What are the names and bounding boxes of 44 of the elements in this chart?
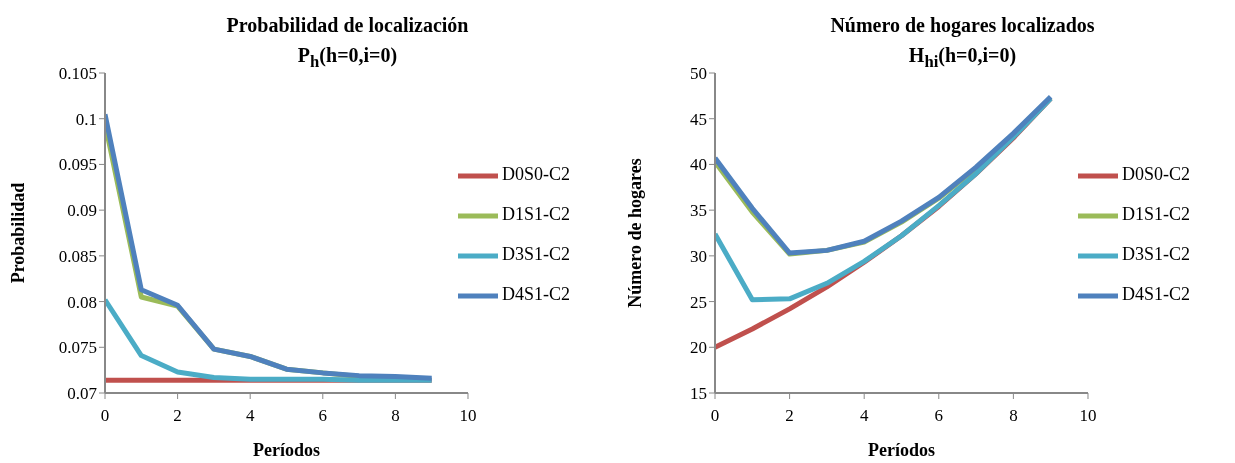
y-tick-label: 0.09 [67,201,97,221]
x-tick-label: 8 [391,406,400,426]
legend-label: D1S1-C2 [1121,203,1190,224]
y-tick-label: 0.08 [67,292,97,312]
x-tick-label: 10 [459,406,477,426]
legend-label: D3S1-C2 [501,243,570,264]
x-tick-label: 4 [245,406,255,426]
x-tick-label: 10 [1079,406,1097,426]
y-tick-label: 0.095 [58,155,97,175]
y-tick-label: 25 [690,292,707,312]
chart-subtitle: P$_{h}$(h=0,i=0) [296,43,399,73]
x-tick-label: 2 [785,406,794,426]
legend-label: D4S1-C2 [501,283,570,304]
y-tick-label: 0.1 [75,109,97,129]
x-tick-label: 2 [173,406,182,426]
y-tick-label: 0.075 [58,338,97,358]
chart-title: Probabilidad de localización [225,13,470,38]
y-tick-label: 30 [690,246,707,266]
y-tick-label: 40 [690,155,707,175]
x-tick-label: 6 [318,406,328,426]
legend-label: D3S1-C2 [1121,243,1190,264]
x-axis-title: Períodos [867,440,935,460]
y-tick-label: 45 [690,109,707,129]
legend-label: D0S0-C2 [501,163,570,184]
legend-label: D0S0-C2 [1121,163,1190,184]
x-tick-label: 6 [934,406,944,426]
y-tick-label: 35 [690,201,707,221]
y-tick-label: 0.085 [58,246,97,266]
legend-label: D4S1-C2 [1121,283,1190,304]
chart-title: Número de hogares localizados [829,13,1096,39]
y-tick-label: 20 [690,338,707,358]
y-axis-title: Probabilidad [8,182,29,284]
y-tick-label: 0.105 [58,64,97,84]
x-axis-title: Períodos [252,440,320,460]
y-axis-title: Número de hogares [625,158,646,308]
y-tick-label: 0.07 [67,384,98,404]
legend-label: D1S1-C2 [501,203,570,224]
x-tick-label: 4 [859,406,869,426]
y-tick-label: 15 [690,384,707,404]
y-tick-label: 50 [690,64,707,84]
x-tick-label: 0 [100,406,110,426]
x-tick-label: 0 [710,406,720,426]
x-tick-label: 8 [1009,406,1018,426]
chart-subtitle: H$_{hi}$(h=0,i=0) [907,43,1018,73]
